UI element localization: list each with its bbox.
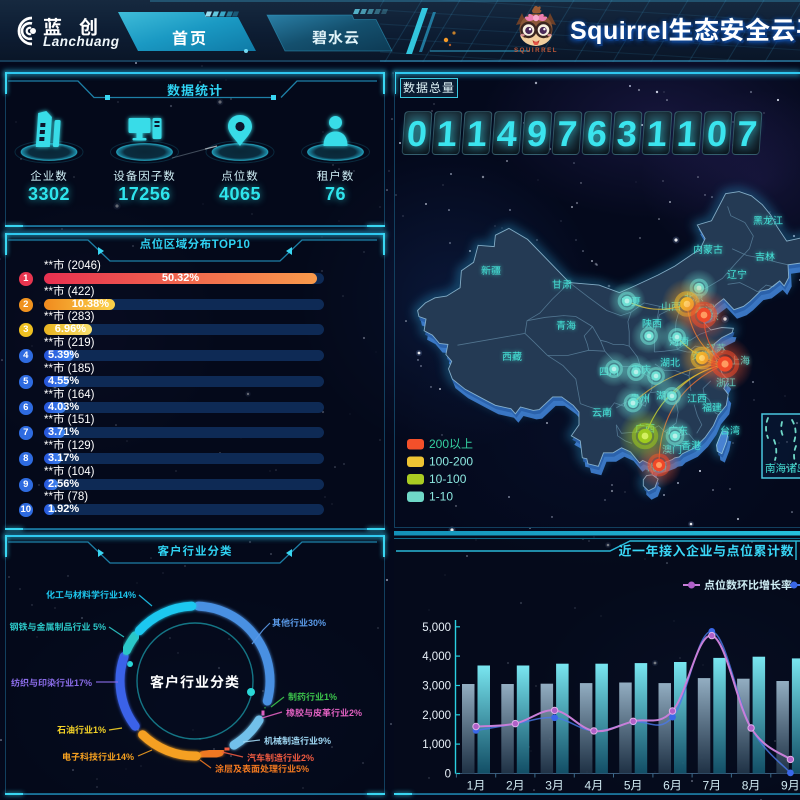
svg-text:辽宁: 辽宁 <box>727 269 747 281</box>
svg-text:青海: 青海 <box>556 320 576 332</box>
svg-text:化工与材料学行业14%: 化工与材料学行业14% <box>46 590 136 600</box>
svg-text:近一年接入企业与点位累计数: 近一年接入企业与点位累计数 <box>618 544 794 559</box>
svg-text:1月: 1月 <box>467 779 486 793</box>
svg-text:点位数环比增长率: 点位数环比增长率 <box>704 579 792 592</box>
svg-text:4,000: 4,000 <box>422 651 451 663</box>
svg-text:纺织与印染行业17%: 纺织与印染行业17% <box>11 678 92 688</box>
svg-text:江西: 江西 <box>687 393 707 405</box>
svg-text:100-200: 100-200 <box>429 455 473 469</box>
svg-text:4月: 4月 <box>585 779 604 793</box>
svg-text:1-10: 1-10 <box>429 490 453 504</box>
svg-text:黑龙江: 黑龙江 <box>753 215 783 227</box>
svg-text:吉林: 吉林 <box>755 251 775 263</box>
svg-text:石油行业1%: 石油行业1% <box>57 725 106 735</box>
svg-text:6月: 6月 <box>663 779 682 793</box>
svg-text:SQUIRREL: SQUIRREL <box>514 47 558 54</box>
svg-text:南海诸岛: 南海诸岛 <box>765 463 800 475</box>
svg-text:西藏: 西藏 <box>502 351 522 363</box>
svg-text:电子科技行业14%: 电子科技行业14% <box>62 752 134 762</box>
svg-text:2,000: 2,000 <box>422 710 451 722</box>
svg-text:7月: 7月 <box>702 779 721 793</box>
svg-text:内蒙古: 内蒙古 <box>693 244 723 256</box>
svg-text:3,000: 3,000 <box>422 681 451 693</box>
svg-text:云南: 云南 <box>592 407 612 419</box>
svg-text:福建: 福建 <box>702 402 722 414</box>
svg-text:0: 0 <box>445 769 451 781</box>
svg-text:其他行业30%: 其他行业30% <box>272 618 326 628</box>
svg-text:客户行业分类: 客户行业分类 <box>150 674 240 690</box>
svg-text:8月: 8月 <box>742 779 761 793</box>
svg-text:1,000: 1,000 <box>422 739 451 751</box>
svg-text:200以上: 200以上 <box>429 437 473 451</box>
svg-text:5月: 5月 <box>624 779 643 793</box>
svg-text:9月: 9月 <box>781 779 800 793</box>
svg-text:橡胶与皮革行业2%: 橡胶与皮革行业2% <box>286 708 362 718</box>
svg-text:台湾: 台湾 <box>720 425 740 437</box>
svg-text:5,000: 5,000 <box>422 622 451 634</box>
svg-text:新疆: 新疆 <box>481 265 501 277</box>
svg-text:涂层及表面处理行业5%: 涂层及表面处理行业5% <box>215 764 309 774</box>
svg-text:制药行业1%: 制药行业1% <box>288 692 337 702</box>
svg-text:10-100: 10-100 <box>429 472 467 486</box>
svg-text:机械制造行业9%: 机械制造行业9% <box>264 736 331 746</box>
svg-text:汽车制造行业2%: 汽车制造行业2% <box>247 753 314 763</box>
svg-text:3月: 3月 <box>545 779 564 793</box>
svg-text:2月: 2月 <box>506 779 525 793</box>
svg-text:钢铁与金属制品行业 5%: 钢铁与金属制品行业 5% <box>9 622 106 632</box>
svg-text:甘肃: 甘肃 <box>552 279 572 291</box>
